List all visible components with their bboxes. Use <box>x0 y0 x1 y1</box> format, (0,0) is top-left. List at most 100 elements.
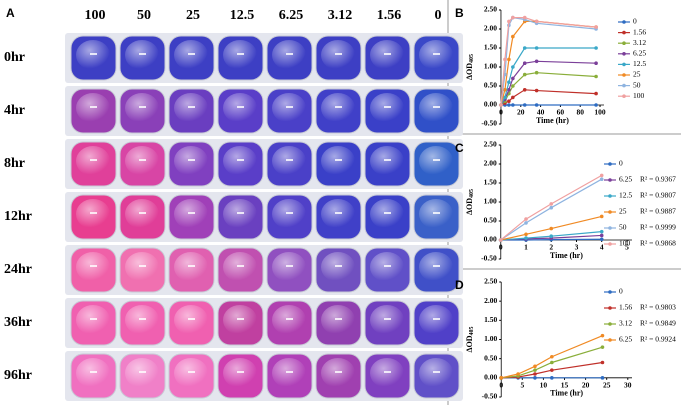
legend-marker <box>608 162 612 166</box>
reflection <box>90 318 97 320</box>
legend-label: 50 <box>619 223 627 232</box>
row-label: 96hr <box>4 368 32 383</box>
reflection <box>286 318 293 320</box>
legend-marker <box>622 41 626 45</box>
point <box>594 61 598 65</box>
y-tick-label: 2.00 <box>484 296 497 305</box>
point <box>594 46 598 50</box>
point <box>511 34 515 39</box>
legend-marker <box>608 290 612 294</box>
y-tick-label: 2.50 <box>484 140 497 149</box>
legend-label: 100 <box>619 239 631 248</box>
reflection <box>90 212 97 214</box>
reflection <box>433 53 440 55</box>
y-tick-label: 0.00 <box>484 235 497 244</box>
column-label: 1.56 <box>377 8 402 23</box>
reflection <box>188 106 195 108</box>
point <box>549 202 554 206</box>
reflection <box>335 371 342 373</box>
x-tick-label: 0 <box>499 243 503 252</box>
y-tick-label: 0.50 <box>484 216 497 225</box>
reflection <box>286 106 293 108</box>
reflection <box>286 53 293 55</box>
y-tick-label: 1.00 <box>484 197 497 206</box>
legend-label: 12.5 <box>619 191 632 200</box>
legend-label: 0 <box>633 17 637 26</box>
point <box>534 19 539 24</box>
legend-label: 3.12 <box>633 38 646 47</box>
point <box>511 65 515 69</box>
legend-marker <box>622 62 626 67</box>
point <box>599 214 604 219</box>
column-label: 3.12 <box>328 8 353 23</box>
row-label: 12hr <box>4 209 32 224</box>
point <box>503 95 507 100</box>
point <box>534 70 539 75</box>
y-axis-label-main: ΔOD <box>465 63 474 80</box>
point <box>594 91 598 96</box>
point <box>507 88 511 92</box>
reflection <box>433 371 440 373</box>
point <box>524 236 528 240</box>
y-tick-label: 0.00 <box>484 373 497 382</box>
legend-label: 6.25 <box>633 49 646 58</box>
point <box>507 80 511 84</box>
point <box>524 232 528 237</box>
column-label: 25 <box>186 8 200 23</box>
point <box>534 88 539 93</box>
legend-marker <box>622 30 626 35</box>
point <box>522 61 527 65</box>
point <box>507 99 511 103</box>
r-squared: R² = 0.9924 <box>640 335 676 344</box>
reflection <box>433 106 440 108</box>
point <box>549 226 554 231</box>
point <box>534 59 539 64</box>
point <box>507 57 511 62</box>
x-tick-label: 5 <box>520 381 524 390</box>
reflection <box>139 265 146 267</box>
y-tick-label: 1.50 <box>484 315 497 324</box>
legend-marker <box>608 194 612 198</box>
y-axis-label-main: ΔOD <box>465 335 474 352</box>
point <box>600 360 605 365</box>
legend-marker <box>622 20 626 24</box>
reflection <box>139 159 146 161</box>
point <box>600 333 605 338</box>
r-squared: R² = 0.9887 <box>640 207 676 216</box>
reflection <box>188 371 195 373</box>
point <box>533 368 537 372</box>
reflection <box>384 53 391 55</box>
x-tick-label: 15 <box>561 381 569 390</box>
r-squared: R² = 0.9807 <box>640 191 676 200</box>
panel-label: D <box>455 278 464 292</box>
point <box>550 360 554 365</box>
x-tick-label: 3 <box>575 243 579 252</box>
point <box>534 103 539 107</box>
point <box>522 72 527 77</box>
reflection <box>384 318 391 320</box>
point <box>499 103 503 107</box>
y-tick-label: 2.00 <box>484 24 497 33</box>
point <box>507 19 511 24</box>
point <box>550 354 554 359</box>
x-tick-label: 20 <box>582 381 590 390</box>
legend-label: 12.5 <box>633 59 646 68</box>
point <box>600 376 605 380</box>
reflection <box>433 318 440 320</box>
point <box>599 177 604 181</box>
reflection <box>237 318 244 320</box>
reflection <box>188 159 195 161</box>
legend-label: 6.25 <box>619 335 632 344</box>
row-label: 4hr <box>4 103 25 118</box>
point <box>533 372 537 376</box>
column-label: 100 <box>85 8 106 23</box>
reflection <box>237 53 244 55</box>
legend-label: 1.56 <box>633 27 646 36</box>
legend-marker <box>608 210 612 214</box>
reflection <box>384 159 391 161</box>
legend-marker <box>622 94 626 98</box>
panel-label: B <box>455 6 464 20</box>
legend-label: 3.12 <box>619 319 632 328</box>
reflection <box>335 212 342 214</box>
r-squared: R² = 0.9999 <box>640 223 676 232</box>
